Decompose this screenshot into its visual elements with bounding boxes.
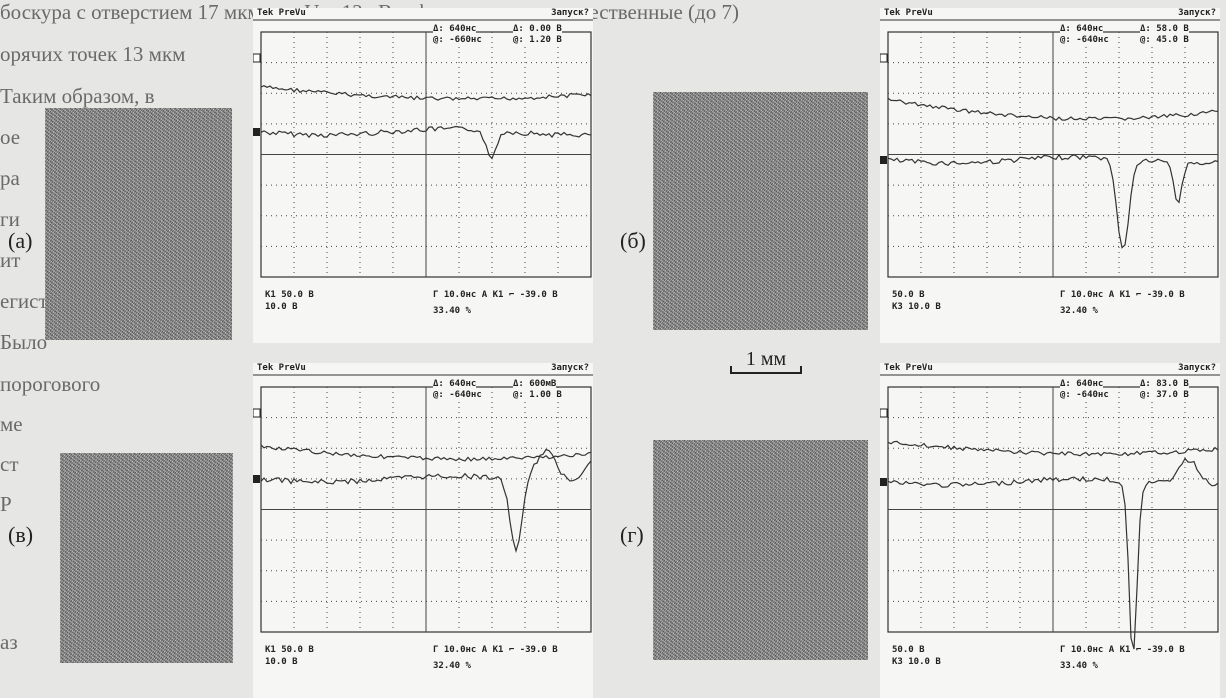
channel-marker [880, 53, 888, 63]
text-line: ое [0, 125, 21, 149]
cursor-readout: @: -640нс [433, 390, 482, 400]
trigger-status: Запуск? [1178, 8, 1216, 18]
cursor-readout: Δ: 640нс [1060, 379, 1104, 389]
screen-graphics [880, 19, 1220, 278]
text-line: Р [0, 492, 12, 516]
trigger-status: Запуск? [551, 363, 589, 373]
oscilloscope-screen: Tek PreVu Запуск? Δ: 640нс Δ: 83.0 В @: -640… [880, 363, 1220, 698]
channel-marker [253, 475, 260, 483]
trace [887, 440, 1219, 457]
oscilloscope-screen: Tek PreVu Запуск? Δ: 640нс Δ: 58.0 В @: -640… [880, 8, 1220, 343]
text-line: Таким образом, в [0, 84, 155, 108]
scale-bar: 1 мм [730, 348, 802, 374]
cursor-readout: @: -640нс [1060, 390, 1109, 400]
trace [887, 97, 1219, 121]
screen-graphics [253, 19, 593, 278]
trigger-position: 33.40 % [1060, 661, 1098, 671]
text-line: ст [0, 452, 19, 476]
timebase: Г 10.0нс А К1 ⌐ -39.0 В [1060, 290, 1185, 300]
screen-graphics [880, 374, 1220, 650]
channel-marker [880, 408, 888, 418]
text-line: Было [0, 330, 48, 354]
channel-2-scale: К3 10.0 В [892, 302, 941, 312]
channel-marker [880, 478, 887, 486]
trace [887, 153, 1219, 249]
brand: Tek PreVu [884, 363, 933, 373]
channel-2-scale: К3 10.0 В [892, 657, 941, 667]
text-line: ра [0, 166, 20, 190]
cursor-readout: Δ: 83.0 В [1140, 379, 1189, 389]
channel-2-scale: 10.0 В [265, 657, 298, 667]
trigger-position: 33.40 % [433, 306, 471, 316]
screen-graphics [253, 374, 593, 633]
text-line: аз [0, 630, 18, 654]
cursor-readout: Δ: 640нс [433, 24, 477, 34]
text-line: орячих точек 13 мкм [0, 42, 186, 66]
brand: Tek PreVu [257, 8, 306, 18]
photo [60, 453, 233, 663]
panel-label: (а) [8, 228, 33, 253]
oscilloscope-screen: Tek PreVu Запуск? Δ: 640нс Δ: 600мВ @: -640н… [253, 363, 593, 698]
cursor-readout: @: -660нс [433, 35, 482, 45]
photo [45, 108, 232, 340]
cursor-readout: Δ: 600мВ [513, 379, 557, 389]
cursor-readout: Δ: 58.0 В [1140, 24, 1189, 34]
timebase: Г 10.0нс А К1 ⌐ -39.0 В [433, 645, 558, 655]
timebase: Г 10.0нс А К1 ⌐ -39.0 В [1060, 645, 1185, 655]
panel-label: (б) [620, 228, 646, 253]
oscilloscope-screen: Tek PreVu Запуск? Δ: 640нс Δ: 0.00 В @: -660… [253, 8, 593, 343]
trace [260, 444, 592, 462]
cursor-readout: Δ: 640нс [433, 379, 477, 389]
trace [260, 448, 592, 554]
text-line: ит [0, 248, 21, 272]
cursor-readout: Δ: 0.00 В [513, 24, 562, 34]
trigger-status: Запуск? [1178, 363, 1216, 373]
channel-marker [253, 128, 260, 136]
cursor-readout: @: 45.0 В [1140, 35, 1189, 45]
cursor-readout: Δ: 640нс [1060, 24, 1104, 34]
photo [653, 92, 868, 330]
cursor-readout: @: 37.0 В [1140, 390, 1189, 400]
trigger-status: Запуск? [551, 8, 589, 18]
channel-1-scale: 50.0 В [892, 645, 925, 655]
cursor-readout: @: 1.20 В [513, 35, 562, 45]
timebase: Г 10.0нс А К1 ⌐ -39.0 В [433, 290, 558, 300]
brand: Tek PreVu [884, 8, 933, 18]
panel-label: (г) [620, 522, 644, 547]
trigger-position: 32.40 % [433, 661, 471, 671]
trace [887, 457, 1219, 650]
cursor-readout: @: -640нс [1060, 35, 1109, 45]
channel-2-scale: 10.0 В [265, 302, 298, 312]
cursor-readout: @: 1.00 В [513, 390, 562, 400]
text-line: ги [0, 207, 20, 231]
channel-1-scale: K1 50.0 В [265, 290, 314, 300]
panel-label: (в) [8, 522, 34, 547]
channel-marker [253, 53, 261, 63]
channel-1-scale: K1 50.0 В [265, 645, 314, 655]
brand: Tek PreVu [257, 363, 306, 373]
trigger-position: 32.40 % [1060, 306, 1098, 316]
channel-marker [880, 156, 887, 164]
text-line: порогового [0, 372, 101, 396]
channel-marker [253, 408, 261, 418]
trace [260, 125, 592, 160]
photo [653, 440, 868, 660]
trace [260, 85, 592, 101]
text-line: ме [0, 412, 23, 436]
channel-1-scale: 50.0 В [892, 290, 925, 300]
